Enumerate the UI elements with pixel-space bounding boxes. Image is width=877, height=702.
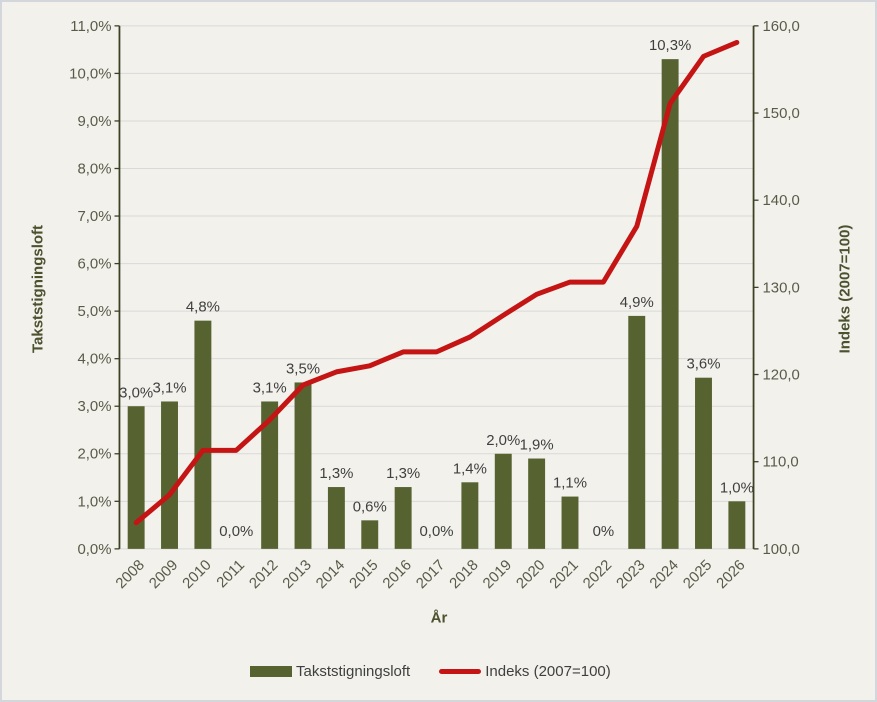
bar-2015 — [361, 520, 379, 549]
x-tick-label-2009: 2009 — [146, 557, 181, 592]
left-tick-label: 11,0% — [70, 18, 111, 35]
bar-2012 — [261, 401, 279, 549]
bar-label-2024: 10,3% — [649, 37, 691, 54]
left-tick-label: 0,0% — [77, 541, 111, 558]
x-tick-label-2020: 2020 — [513, 557, 548, 592]
x-tick-label-2010: 2010 — [179, 557, 214, 592]
bar-label-2019: 2,0% — [486, 432, 520, 449]
right-tick-label: 160,0 — [763, 18, 800, 35]
x-axis-title: År — [430, 609, 448, 627]
bar-2026 — [728, 501, 746, 549]
right-tick-label: 120,0 — [763, 367, 800, 384]
x-tick-label-2015: 2015 — [346, 557, 381, 592]
x-tick-label-2011: 2011 — [213, 557, 248, 592]
left-tick-label: 6,0% — [77, 256, 111, 273]
left-tick-label: 5,0% — [77, 303, 111, 320]
bar-2016 — [394, 487, 412, 549]
bar-label-2023: 4,9% — [620, 294, 654, 311]
bar-label-2021: 1,1% — [553, 475, 587, 492]
legend-item-indeks: Indeks (2007=100) — [439, 663, 611, 680]
left-tick-label: 4,0% — [77, 351, 111, 368]
right-axis-title: Indeks (2007=100) — [836, 224, 854, 354]
left-tick-label: 10,0% — [69, 65, 111, 82]
right-tick-label: 100,0 — [763, 541, 800, 558]
bar-2019 — [494, 453, 512, 549]
x-tick-label-2023: 2023 — [613, 557, 648, 592]
bar-label-2010: 4,8% — [186, 299, 220, 316]
right-tick-label: 140,0 — [763, 192, 800, 209]
x-tick-label-2008: 2008 — [112, 557, 147, 592]
left-axis-title: Takststigningsloft — [29, 224, 47, 354]
bar-label-2008: 3,0% — [119, 384, 153, 401]
bar-label-2018: 1,4% — [453, 460, 487, 477]
bar-label-2025: 3,6% — [686, 356, 720, 373]
bar-label-2020: 1,9% — [520, 437, 554, 454]
bar-2020 — [528, 458, 546, 549]
x-tick-label-2025: 2025 — [680, 557, 715, 592]
bar-2018 — [461, 482, 479, 549]
right-tick-label: 150,0 — [763, 105, 800, 122]
bar-label-2013: 3,5% — [286, 361, 320, 378]
bar-label-2012: 3,1% — [253, 380, 287, 397]
bar-label-2014: 1,3% — [319, 465, 353, 482]
left-tick-label: 3,0% — [77, 398, 111, 415]
x-tick-label-2013: 2013 — [279, 557, 314, 592]
bar-label-2022: 0% — [593, 523, 615, 540]
x-tick-label-2016: 2016 — [379, 557, 414, 592]
bar-label-2015: 0,6% — [353, 498, 387, 515]
left-tick-label: 7,0% — [77, 208, 111, 225]
bar-2010 — [194, 320, 212, 549]
bar-label-2026: 1,0% — [720, 479, 754, 496]
left-tick-label: 9,0% — [77, 113, 111, 130]
bar-2008 — [127, 406, 145, 549]
line-swatch-icon — [439, 669, 482, 674]
bar-label-2016: 1,3% — [386, 465, 420, 482]
legend-item-takststigningsloft: Takststigningsloft — [250, 663, 410, 680]
right-tick-label: 130,0 — [763, 279, 800, 296]
bar-2025 — [695, 377, 712, 549]
left-tick-label: 8,0% — [77, 160, 111, 177]
index-line — [133, 39, 740, 526]
bar-label-2017: 0,0% — [420, 523, 454, 540]
bar-label-2011: 0,0% — [219, 523, 253, 540]
x-tick-label-2018: 2018 — [446, 557, 481, 592]
x-tick-label-2012: 2012 — [246, 557, 281, 592]
x-tick-label-2014: 2014 — [313, 557, 348, 592]
x-tick-label-2017: 2017 — [413, 557, 448, 592]
right-tick-label: 110,0 — [763, 454, 799, 471]
bar-2021 — [561, 496, 579, 549]
bar-swatch-icon — [250, 666, 292, 677]
x-tick-label-2019: 2019 — [480, 557, 515, 592]
chart-legend: Takststigningsloft Indeks (2007=100) — [250, 663, 611, 680]
bar-2013 — [294, 382, 312, 549]
legend-label: Takststigningsloft — [296, 663, 411, 680]
x-tick-label-2026: 2026 — [713, 557, 748, 592]
bar-2024 — [661, 59, 679, 549]
bar-label-2009: 3,1% — [153, 380, 187, 397]
x-tick-label-2021: 2021 — [546, 557, 581, 592]
left-tick-label: 2,0% — [77, 446, 111, 463]
bar-2009 — [161, 401, 178, 549]
bar-2023 — [628, 315, 646, 549]
legend-label: Indeks (2007=100) — [485, 663, 611, 680]
x-tick-label-2022: 2022 — [580, 557, 615, 592]
left-tick-label: 1,0% — [77, 493, 111, 510]
bar-2014 — [327, 487, 345, 549]
x-tick-label-2024: 2024 — [646, 557, 681, 592]
